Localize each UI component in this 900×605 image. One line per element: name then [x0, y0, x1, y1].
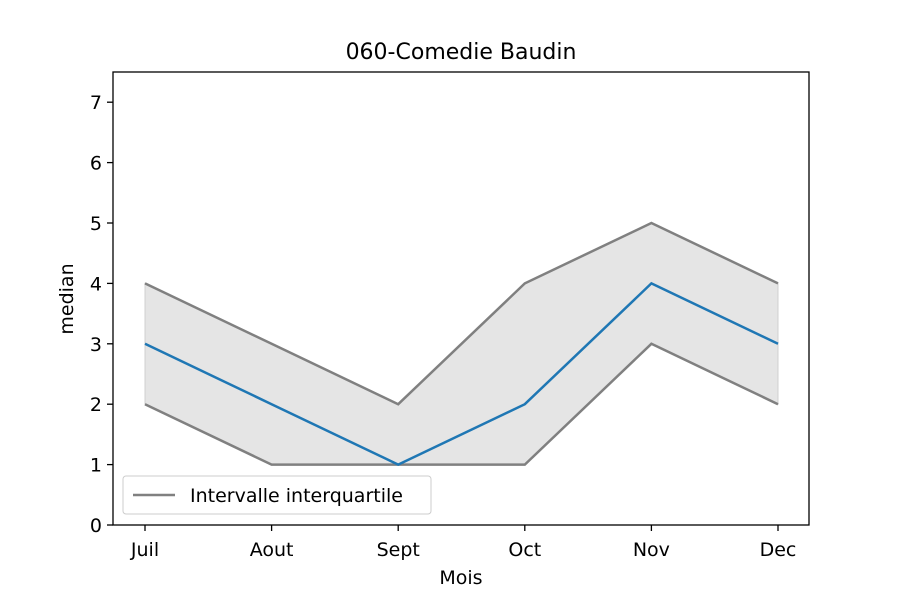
legend-label: Intervalle interquartile [190, 485, 403, 507]
x-tick-label: Dec [760, 539, 797, 561]
y-tick-label: 7 [90, 92, 102, 114]
y-tick-label: 0 [90, 515, 102, 537]
legend: Intervalle interquartile [123, 476, 431, 514]
y-tick-label: 4 [90, 273, 102, 295]
y-tick-label: 1 [90, 455, 102, 477]
x-tick-label: Nov [633, 539, 670, 561]
x-tick-label: Juil [130, 539, 159, 561]
x-axis-label: Mois [439, 567, 482, 589]
y-tick-label: 5 [90, 213, 102, 235]
x-tick-label: Oct [508, 539, 541, 561]
x-tick-label: Aout [250, 539, 294, 561]
y-tick-label: 2 [90, 394, 102, 416]
y-tick-label: 3 [90, 334, 102, 356]
y-tick-label: 6 [90, 153, 102, 175]
chart-title: 060-Comedie Baudin [346, 40, 577, 65]
x-tick-label: Sept [377, 539, 420, 561]
y-axis-label: median [56, 263, 78, 334]
